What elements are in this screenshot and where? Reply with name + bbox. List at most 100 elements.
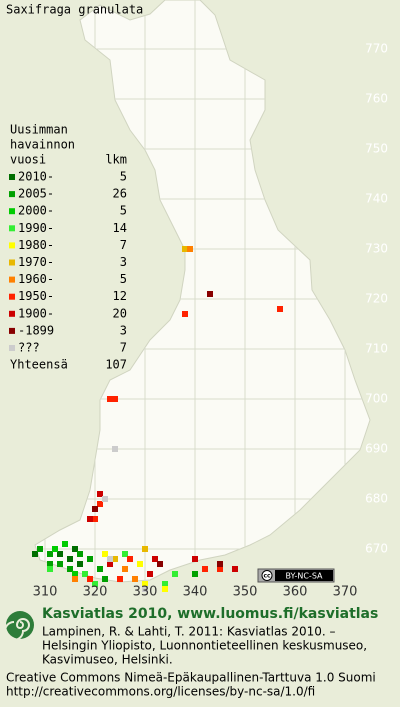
legend-count: 26: [113, 187, 127, 201]
observation-square: [207, 291, 213, 297]
x-tick-label: 330: [133, 585, 158, 600]
land-outline: [34, 0, 371, 583]
observation-square: [137, 561, 143, 567]
legend-heading: havainnon: [10, 138, 75, 152]
y-tick-label: 760: [365, 92, 388, 106]
observation-square: [47, 566, 53, 572]
observation-square: [152, 556, 158, 562]
legend-count: 7: [120, 238, 127, 252]
legend-swatch: [9, 293, 15, 300]
observation-square: [102, 496, 108, 502]
observation-square: [92, 581, 98, 587]
logo: [4, 611, 34, 641]
y-tick-label: 710: [365, 342, 388, 356]
license-line: http://creativecommons.org/licenses/by-n…: [6, 685, 315, 699]
x-tick-label: 310: [33, 585, 58, 600]
license-badge: cc BY-NC-SA: [257, 568, 335, 583]
legend-count: 5: [120, 272, 127, 286]
observation-square: [172, 571, 178, 577]
legend-total-label: Yhteensä: [10, 358, 68, 372]
legend-total: 107: [105, 358, 127, 372]
observation-square: [112, 396, 118, 402]
observation-square: [97, 491, 103, 497]
observation-square: [107, 556, 113, 562]
observation-square: [87, 556, 93, 562]
observation-square: [67, 566, 73, 572]
legend-count-heading: lkm: [105, 153, 127, 167]
observation-square: [217, 561, 223, 567]
citation-line: Lampinen, R. & Lahti, T. 2011: Kasviatla…: [42, 625, 336, 639]
legend-count: 5: [120, 170, 127, 184]
observation-square: [47, 551, 53, 557]
observation-square: [147, 571, 153, 577]
legend-label: 1990-: [18, 221, 54, 235]
legend-swatch: [9, 208, 15, 215]
observation-square: [122, 566, 128, 572]
legend-label: ???: [18, 341, 40, 355]
legend-count: 14: [113, 221, 127, 235]
legend-count: 3: [120, 255, 127, 269]
x-tick-label: 350: [233, 585, 258, 600]
x-tick-label: 360: [283, 585, 308, 600]
observation-square: [47, 561, 53, 567]
observation-square: [182, 311, 188, 317]
y-tick-label: 700: [365, 392, 388, 406]
observation-square: [162, 581, 168, 587]
y-tick-label: 750: [365, 142, 388, 156]
observation-square: [277, 306, 283, 312]
observation-square: [82, 571, 88, 577]
cc-icon: cc: [263, 573, 271, 580]
observation-square: [217, 566, 223, 572]
observation-square: [67, 556, 73, 562]
observation-square: [72, 576, 78, 582]
observation-square: [122, 551, 128, 557]
legend-label: 2000-: [18, 204, 54, 218]
legend-count: 7: [120, 341, 127, 355]
observation-square: [142, 581, 148, 587]
y-tick-label: 730: [365, 242, 388, 256]
observation-square: [57, 561, 63, 567]
observation-square: [142, 586, 148, 592]
legend-swatch: [9, 242, 15, 249]
observation-square: [192, 556, 198, 562]
observation-square: [107, 396, 113, 402]
license-line: Creative Commons Nimeä-Epäkaupallinen-Ta…: [6, 671, 376, 685]
observation-square: [162, 586, 168, 592]
legend-swatch: [9, 191, 15, 198]
observation-square: [62, 541, 68, 547]
legend-heading: Uusimman: [10, 123, 68, 137]
legend-label: 1970-: [18, 255, 54, 269]
y-tick-label: 670: [365, 542, 388, 556]
y-tick-label: 690: [365, 442, 388, 456]
observation-square: [72, 546, 78, 552]
observation-square: [187, 246, 193, 252]
observation-square: [112, 446, 118, 452]
observation-square: [97, 501, 103, 507]
observation-square: [192, 571, 198, 577]
legend-label: 2010-: [18, 170, 54, 184]
legend-heading: vuosi: [10, 153, 46, 167]
legend-swatch: [9, 310, 15, 317]
observation-square: [107, 561, 113, 567]
legend-swatch: [9, 345, 15, 351]
legend-swatch: [9, 276, 15, 283]
footer-heading: Kasviatlas 2010, www.luomus.fi/kasviatla…: [42, 606, 378, 622]
x-tick-label: 320: [83, 585, 108, 600]
legend-label: 1980-: [18, 238, 54, 252]
observation-square: [232, 566, 238, 572]
species-title: Saxifraga granulata: [6, 3, 143, 17]
legend-count: 5: [120, 204, 127, 218]
x-tick-label: 370: [333, 585, 358, 600]
observation-square: [117, 576, 123, 582]
observation-square: [182, 246, 188, 252]
observation-square: [157, 561, 163, 567]
observation-square: [102, 576, 108, 582]
legend-swatch: [9, 225, 15, 232]
observation-square: [127, 556, 133, 562]
observation-square: [102, 551, 108, 557]
legend-swatch: [9, 327, 15, 334]
observation-square: [57, 551, 63, 557]
legend-label: 1960-: [18, 272, 54, 286]
